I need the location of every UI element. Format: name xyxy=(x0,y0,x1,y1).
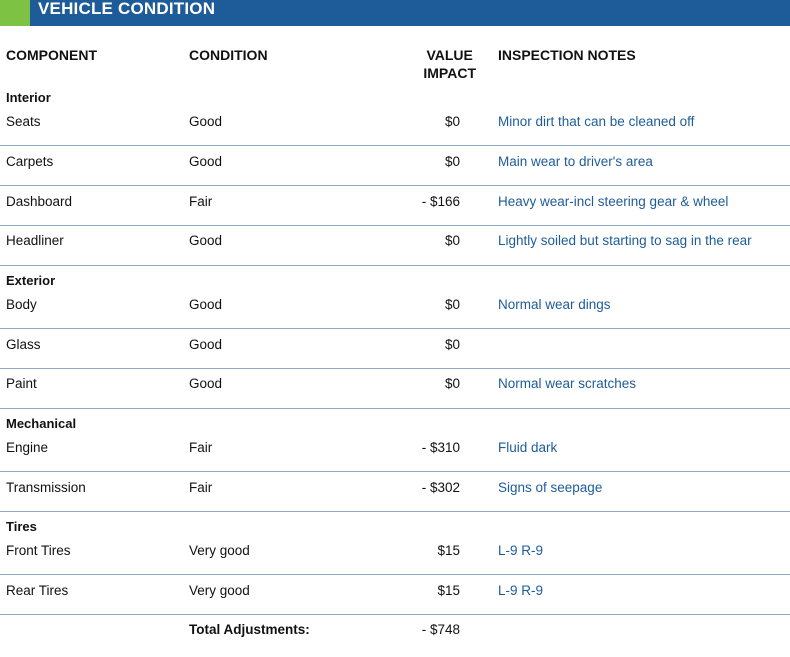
column-header-condition: CONDITION xyxy=(189,47,268,63)
component-cell: Body xyxy=(6,297,37,312)
column-header-value-impact: VALUE IMPACT xyxy=(423,46,476,82)
condition-cell: Good xyxy=(189,233,223,248)
inspection-notes-cell: Normal wear dings xyxy=(498,297,611,312)
section-heading-mechanical: Mechanical xyxy=(6,416,77,431)
table-row: Paint Good $0 Normal wear scratches xyxy=(0,369,790,409)
component-cell: Paint xyxy=(6,376,37,391)
component-cell: Headliner xyxy=(6,233,64,248)
inspection-notes-cell: Fluid dark xyxy=(498,440,558,455)
condition-cell: Very good xyxy=(189,543,250,558)
row-divider xyxy=(0,145,790,146)
condition-cell: Good xyxy=(189,376,223,391)
component-cell: Dashboard xyxy=(6,194,73,209)
value-impact-cell: $0 xyxy=(444,376,460,391)
condition-cell: Good xyxy=(189,154,223,169)
table-row: Rear Tires Very good $15 L-9 R-9 xyxy=(0,575,790,615)
total-adjustments-value: - $748 xyxy=(421,622,460,637)
value-impact-cell: $0 xyxy=(444,114,460,129)
condition-cell: Fair xyxy=(189,480,213,495)
row-divider xyxy=(0,185,790,186)
value-impact-cell: $15 xyxy=(437,543,460,558)
value-impact-cell: $0 xyxy=(444,297,460,312)
row-divider xyxy=(0,471,790,472)
condition-cell: Good xyxy=(189,337,223,352)
value-impact-cell: $15 xyxy=(437,583,460,598)
table-row: Transmission Fair - $302 Signs of seepag… xyxy=(0,472,790,512)
table-row: Engine Fair - $310 Fluid dark xyxy=(0,432,790,472)
condition-cell: Fair xyxy=(189,194,213,209)
inspection-notes-cell: Minor dirt that can be cleaned off xyxy=(498,114,695,129)
inspection-notes-cell: L-9 R-9 xyxy=(498,583,544,598)
section-heading-exterior: Exterior xyxy=(6,273,56,288)
row-divider xyxy=(0,225,790,226)
component-cell: Carpets xyxy=(6,154,54,169)
table-row: Dashboard Fair - $166 Heavy wear-incl st… xyxy=(0,186,790,226)
total-adjustments-label: Total Adjustments: xyxy=(189,622,310,637)
column-header-component: COMPONENT xyxy=(6,47,97,63)
component-cell: Rear Tires xyxy=(6,583,69,598)
section-heading-interior: Interior xyxy=(6,90,51,105)
inspection-notes-cell: L-9 R-9 xyxy=(498,543,544,558)
column-header-notes: INSPECTION NOTES xyxy=(498,47,636,63)
row-divider xyxy=(0,328,790,329)
row-divider xyxy=(0,368,790,369)
inspection-notes-cell: Normal wear scratches xyxy=(498,376,637,391)
value-impact-cell: $0 xyxy=(444,337,460,352)
header-bar: VEHICLE CONDITION xyxy=(0,0,790,26)
value-impact-cell: $0 xyxy=(444,233,460,248)
value-impact-cell: - $166 xyxy=(421,194,460,209)
condition-cell: Good xyxy=(189,114,223,129)
condition-cell: Fair xyxy=(189,440,213,455)
value-impact-cell: - $310 xyxy=(421,440,460,455)
table-row: Carpets Good $0 Main wear to driver's ar… xyxy=(0,146,790,186)
component-cell: Seats xyxy=(6,114,41,129)
header-accent xyxy=(0,0,30,26)
inspection-notes-cell: Heavy wear-incl steering gear & wheel xyxy=(498,194,729,209)
inspection-notes-cell: Signs of seepage xyxy=(498,480,603,495)
component-cell: Transmission xyxy=(6,480,86,495)
table-row: Headliner Good $0 Lightly soiled but sta… xyxy=(0,226,790,266)
row-divider xyxy=(0,265,790,266)
column-header-value-impact-line1: VALUE xyxy=(426,47,473,63)
component-cell: Engine xyxy=(6,440,49,455)
section-heading-tires: Tires xyxy=(6,519,37,534)
component-cell: Glass xyxy=(6,337,41,352)
condition-cell: Good xyxy=(189,297,223,312)
value-impact-cell: - $302 xyxy=(421,480,460,495)
row-divider xyxy=(0,408,790,409)
row-divider xyxy=(0,614,790,615)
page-title: VEHICLE CONDITION xyxy=(38,0,216,18)
value-impact-cell: $0 xyxy=(444,154,460,169)
inspection-notes-cell: Lightly soiled but starting to sag in th… xyxy=(498,233,752,248)
row-divider xyxy=(0,511,790,512)
column-header-value-impact-line2: IMPACT xyxy=(423,65,476,81)
inspection-notes-cell: Main wear to driver's area xyxy=(498,154,653,169)
table-row: Body Good $0 Normal wear dings xyxy=(0,289,790,329)
condition-cell: Very good xyxy=(189,583,250,598)
component-cell: Front Tires xyxy=(6,543,71,558)
row-divider xyxy=(0,574,790,575)
table-row: Seats Good $0 Minor dirt that can be cle… xyxy=(0,106,790,146)
table-row: Glass Good $0 xyxy=(0,329,790,369)
table-row: Front Tires Very good $15 L-9 R-9 xyxy=(0,535,790,575)
